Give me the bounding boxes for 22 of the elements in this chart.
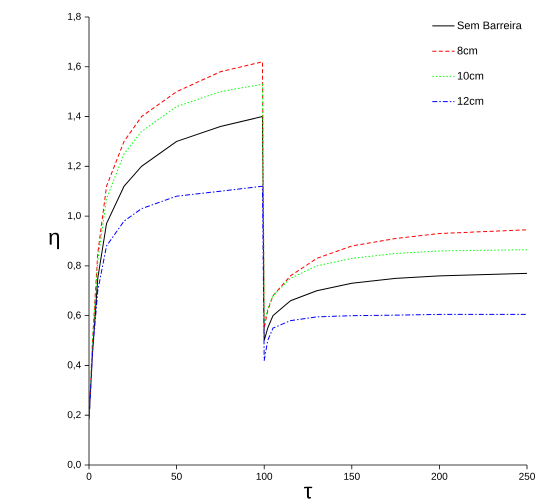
legend-label: 10cm <box>458 72 484 80</box>
y-tick-label: 0,8 <box>68 262 81 270</box>
y-tick-label: 1,0 <box>68 212 81 220</box>
y-axis-title: η <box>49 232 60 250</box>
y-tick-label: 1,8 <box>68 12 81 22</box>
legend-label: Sem Barreira <box>458 21 522 30</box>
y-tick-label: 0,6 <box>68 312 81 320</box>
x-tick-label: 200 <box>432 472 448 480</box>
y-tick-label: 1,4 <box>68 112 81 121</box>
x-tick-label: 50 <box>171 472 182 480</box>
x-tick-label: 0 <box>86 472 92 480</box>
x-tick-label: 100 <box>256 472 272 480</box>
x-tick-label: 250 <box>519 472 535 480</box>
y-tick-label: 0,4 <box>68 361 81 370</box>
legend-label: 12cm <box>458 97 484 105</box>
x-axis-title: τ <box>304 486 312 499</box>
x-tick-label: 150 <box>344 472 360 480</box>
y-tick-label: 1,6 <box>68 62 81 71</box>
y-tick-label: 0,2 <box>68 411 81 420</box>
y-tick-label: 1,2 <box>68 162 81 170</box>
y-tick-label: 0,0 <box>68 460 81 470</box>
legend-label: 8cm <box>457 46 478 54</box>
